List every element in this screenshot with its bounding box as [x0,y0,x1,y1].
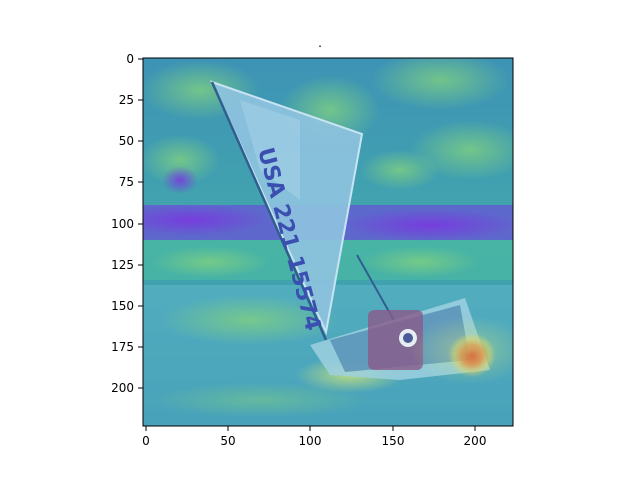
y-tick-label: 75 [119,175,134,189]
sailor [368,310,423,370]
y-tick-label: 50 [119,134,134,148]
plot-title: . [318,36,322,50]
sail [212,82,362,332]
x-axis: 0 50 100 150 200 [142,426,486,448]
y-tick-label: 0 [126,52,134,66]
x-tick-label: 100 [299,434,322,448]
x-tick-label: 50 [220,434,235,448]
axes-frame [142,57,514,427]
y-tick-label: 25 [119,93,134,107]
y-tick-label: 125 [111,258,134,272]
x-tick-label: 0 [142,434,150,448]
heatmap-image: USA 221 15574 [143,58,513,426]
x-tick-label: 200 [464,434,487,448]
y-tick-label: 175 [111,340,134,354]
y-axis: 0 25 50 75 100 125 150 175 200 [111,52,143,395]
y-tick-label: 150 [111,299,134,313]
y-tick-label: 200 [111,381,134,395]
x-tick-label: 150 [382,434,405,448]
y-tick-label: 100 [111,217,134,231]
